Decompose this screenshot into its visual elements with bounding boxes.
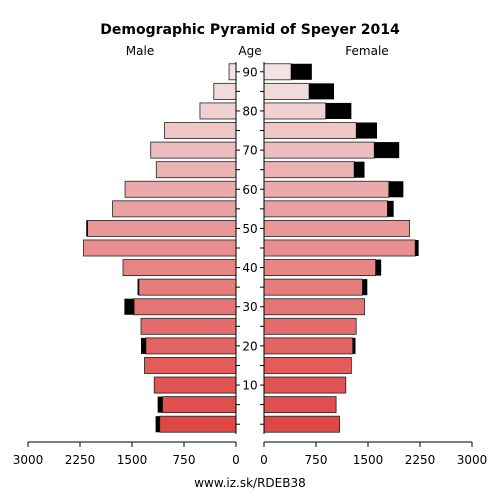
female-excess-55-59 [387, 200, 394, 217]
male-bar-35-39 [138, 278, 237, 296]
male-excess-5-9 [157, 396, 163, 413]
male-bar-50-54 [87, 219, 237, 237]
female-bar-10-14 [263, 376, 347, 394]
male-bar-10-14 [153, 376, 237, 394]
male-bar-80-84 [199, 102, 237, 120]
female-bar-65-69 [263, 161, 355, 179]
female-x-tick-label: 2250 [405, 453, 436, 467]
female-bar-90+ [263, 63, 292, 81]
male-x-tick-label: 1500 [117, 453, 148, 467]
female-excess-75-79 [356, 122, 378, 139]
female-x-tick-label: 1500 [353, 453, 384, 467]
male-label: Male [126, 44, 154, 58]
male-bar-90+ [228, 63, 237, 81]
age-label: Age [238, 44, 261, 58]
female-x-tick-label: 3000 [457, 453, 488, 467]
female-bar-55-59 [263, 200, 388, 218]
female-bar-40-44 [263, 259, 377, 277]
male-excess-0-4 [155, 416, 160, 433]
male-excess-20-24 [141, 337, 146, 354]
male-bar-5-9 [162, 396, 237, 414]
female-bar-0-4 [263, 415, 340, 433]
female-excess-70-74 [374, 142, 400, 159]
female-excess-80-84 [325, 102, 352, 119]
age-tick-label: 20 [242, 339, 257, 353]
female-bar-45-49 [263, 239, 416, 257]
female-excess-85-89 [309, 83, 335, 100]
source-label: www.iz.sk/RDEB38 [194, 476, 306, 490]
male-bar-65-69 [155, 161, 237, 179]
male-bar-45-49 [83, 239, 237, 257]
male-excess-50-54 [86, 220, 88, 237]
male-bar-85-89 [213, 82, 237, 100]
female-label: Female [345, 44, 388, 58]
age-tick-label: 10 [242, 379, 257, 393]
male-x-tick-label: 750 [173, 453, 196, 467]
age-tick-label: 30 [242, 300, 257, 314]
female-x-tick-label: 750 [305, 453, 328, 467]
male-bar-30-34 [133, 298, 237, 316]
male-bar-25-29 [140, 317, 237, 335]
male-x-tick-label: 3000 [13, 453, 44, 467]
female-excess-20-24 [352, 337, 356, 354]
female-bar-25-29 [263, 317, 357, 335]
female-bar-60-64 [263, 180, 390, 198]
female-bar-50-54 [263, 219, 411, 237]
age-tick-label: 50 [242, 222, 257, 236]
axis-layer: 10 20 30 40 50 60 70 80 90 3000 2250 1500 750 0 0 750 15… [13, 62, 488, 467]
female-bar-5-9 [263, 396, 337, 414]
age-tick-label: 80 [242, 104, 257, 118]
female-bar-70-74 [263, 141, 375, 159]
male-bar-15-19 [144, 357, 237, 374]
male-excess-30-34 [124, 298, 135, 315]
age-tick-label: 90 [242, 65, 257, 79]
age-tick-label: 70 [242, 144, 257, 158]
female-bar-35-39 [263, 278, 363, 296]
chart-title: Demographic Pyramid of Speyer 2014 [100, 22, 400, 38]
male-bar-60-64 [124, 180, 237, 198]
age-tick-label: 60 [242, 183, 257, 197]
female-excess-35-39 [362, 279, 368, 296]
female-bar-20-24 [263, 337, 354, 355]
female-excess-40-44 [375, 259, 382, 276]
female-bar-30-34 [263, 298, 365, 316]
bars-layer [83, 63, 419, 433]
female-excess-60-64 [388, 181, 404, 198]
female-x-tick-label: 0 [260, 453, 268, 467]
male-bar-0-4 [159, 415, 237, 433]
female-excess-45-49 [415, 239, 419, 257]
female-bar-75-79 [263, 122, 357, 139]
male-excess-35-39 [137, 279, 139, 296]
female-excess-90+ [291, 63, 312, 80]
female-excess-65-69 [354, 161, 365, 178]
male-x-tick-label: 2250 [65, 453, 96, 467]
male-bar-75-79 [164, 122, 237, 139]
male-bar-70-74 [150, 141, 237, 159]
age-tick-label: 40 [242, 261, 257, 275]
male-x-tick-label: 0 [232, 453, 240, 467]
female-bar-15-19 [263, 357, 352, 374]
male-bar-55-59 [112, 200, 237, 218]
female-bar-85-89 [263, 82, 310, 100]
male-bar-20-24 [145, 337, 237, 355]
female-bar-80-84 [263, 102, 327, 120]
male-bar-40-44 [122, 259, 237, 277]
